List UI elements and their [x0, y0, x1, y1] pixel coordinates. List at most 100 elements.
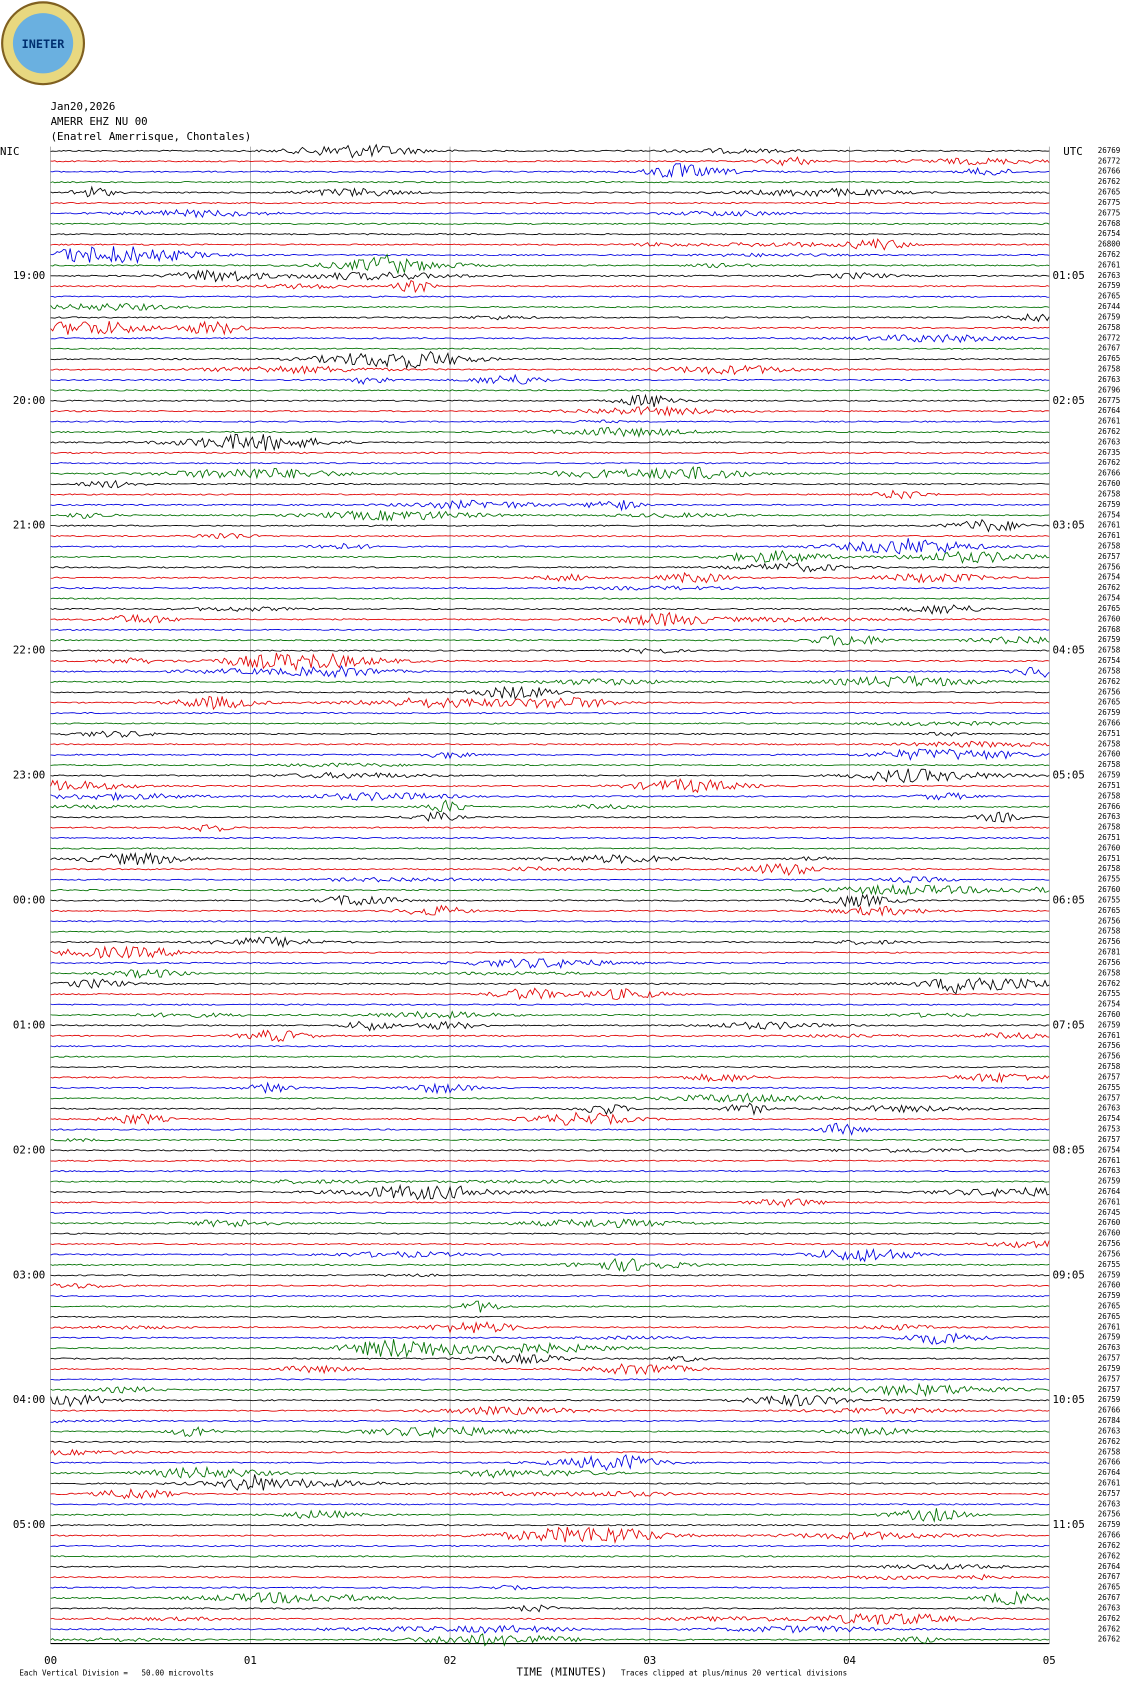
trace	[50, 1363, 1050, 1376]
trace-count-label: 26754	[1098, 573, 1121, 582]
trace	[50, 351, 1050, 370]
trace	[50, 518, 1050, 533]
trace-count-label: 26759	[1098, 771, 1121, 780]
trace	[50, 222, 1050, 225]
trace-count-label: 26759	[1098, 1364, 1121, 1373]
trace	[50, 451, 1050, 454]
x-axis-title: TIME (MINUTES)	[516, 1666, 607, 1679]
trace	[50, 302, 1050, 311]
trace-count-label: 26755	[1098, 1083, 1121, 1092]
trace	[50, 246, 1050, 265]
trace	[50, 1448, 1050, 1456]
trace-count-label: 26766	[1098, 1531, 1121, 1540]
trace-count-label: 26800	[1098, 240, 1121, 249]
trace	[50, 1111, 1050, 1126]
trace	[50, 740, 1050, 749]
trace-count-label: 26769	[1098, 146, 1121, 155]
trace-count-label: 26758	[1098, 542, 1121, 551]
trace	[50, 1020, 1050, 1032]
trace	[50, 930, 1050, 933]
trace-count-label: 26758	[1098, 365, 1121, 374]
trace	[50, 1405, 1050, 1416]
trace	[50, 1282, 1050, 1289]
trace-count-label: 26766	[1098, 1406, 1121, 1415]
trace-count-label: 26765	[1098, 1583, 1121, 1592]
trace-count-label: 26759	[1098, 1270, 1121, 1279]
trace	[50, 538, 1050, 555]
trace-count-label: 26760	[1098, 479, 1121, 488]
trace-count-label: 26756	[1098, 687, 1121, 696]
right-hour-label: 08:05	[1053, 1143, 1085, 1156]
trace	[50, 1257, 1050, 1273]
trace-count-label: 26766	[1098, 1458, 1121, 1467]
trace-count-label: 26756	[1098, 1052, 1121, 1061]
trace-count-label: 26765	[1098, 188, 1121, 197]
trace-count-label: 26762	[1098, 458, 1121, 467]
trace-count-label: 26762	[1098, 583, 1121, 592]
trace	[50, 1352, 1050, 1365]
trace	[50, 1138, 1050, 1143]
trace-count-label: 26762	[1098, 1541, 1121, 1550]
trace	[50, 1321, 1050, 1334]
trace	[50, 143, 1050, 159]
trace	[50, 1198, 1050, 1208]
trace-count-label: 26758	[1098, 489, 1121, 498]
trace	[50, 1003, 1050, 1006]
trace	[50, 648, 1050, 655]
trace-count-label: 26761	[1098, 1156, 1121, 1165]
trace	[50, 1183, 1050, 1201]
trace-count-label: 26756	[1098, 1249, 1121, 1258]
trace-count-label: 26762	[1098, 1635, 1121, 1644]
trace-count-label: 26758	[1098, 823, 1121, 832]
trace	[50, 1590, 1050, 1606]
trace-count-label: 26759	[1098, 1333, 1121, 1342]
trace-count-label: 26759	[1098, 708, 1121, 717]
right-hour-label: 07:05	[1053, 1018, 1085, 1031]
trace	[50, 1584, 1050, 1591]
trace	[50, 1071, 1050, 1084]
right-hour-label: 11:05	[1053, 1518, 1085, 1531]
trace	[50, 510, 1050, 522]
trace-count-label: 26763	[1098, 1426, 1121, 1435]
trace	[50, 904, 1050, 917]
trace	[50, 762, 1050, 768]
clip-note: Traces clipped at plus/minus 20 vertical…	[621, 1669, 847, 1678]
trace	[50, 628, 1050, 631]
trace-count-label: 26765	[1098, 292, 1121, 301]
right-hour-label: 05:05	[1053, 769, 1085, 782]
trace-count-label: 26764	[1098, 1468, 1121, 1477]
trace	[50, 876, 1050, 884]
trace	[50, 364, 1050, 376]
trace	[50, 1419, 1050, 1424]
trace-count-label: 26765	[1098, 698, 1121, 707]
trace	[50, 1604, 1050, 1613]
left-hour-label: 02:00	[13, 1143, 45, 1156]
trace-count-label: 26763	[1098, 271, 1121, 280]
trace	[50, 604, 1050, 615]
right-zone: UTC	[1063, 145, 1082, 158]
trace	[50, 851, 1050, 866]
trace	[50, 373, 1050, 385]
trace-count-label: 26754	[1098, 229, 1121, 238]
trace-count-label: 26754	[1098, 1145, 1121, 1154]
trace	[50, 1010, 1050, 1020]
trace-count-label: 26758	[1098, 323, 1121, 332]
trace-count-label: 26759	[1098, 635, 1121, 644]
trace	[50, 730, 1050, 738]
trace	[50, 295, 1050, 298]
trace	[50, 1332, 1050, 1345]
trace	[50, 920, 1050, 923]
trace-count-label: 26751	[1098, 833, 1121, 842]
trace-count-label: 26766	[1098, 802, 1121, 811]
trace	[50, 1315, 1050, 1319]
trace-count-label: 26762	[1098, 250, 1121, 259]
trace-count-label: 26756	[1098, 937, 1121, 946]
trace-count-label: 26755	[1098, 1260, 1121, 1269]
trace-count-label: 26754	[1098, 1114, 1121, 1123]
trace-count-label: 26775	[1098, 396, 1121, 405]
trace	[50, 1159, 1050, 1162]
right-hour-label: 09:05	[1053, 1268, 1085, 1281]
trace-count-label: 26757	[1098, 1135, 1121, 1144]
trace-count-label: 26759	[1098, 1520, 1121, 1529]
trace-count-label: 26753	[1098, 1125, 1121, 1134]
